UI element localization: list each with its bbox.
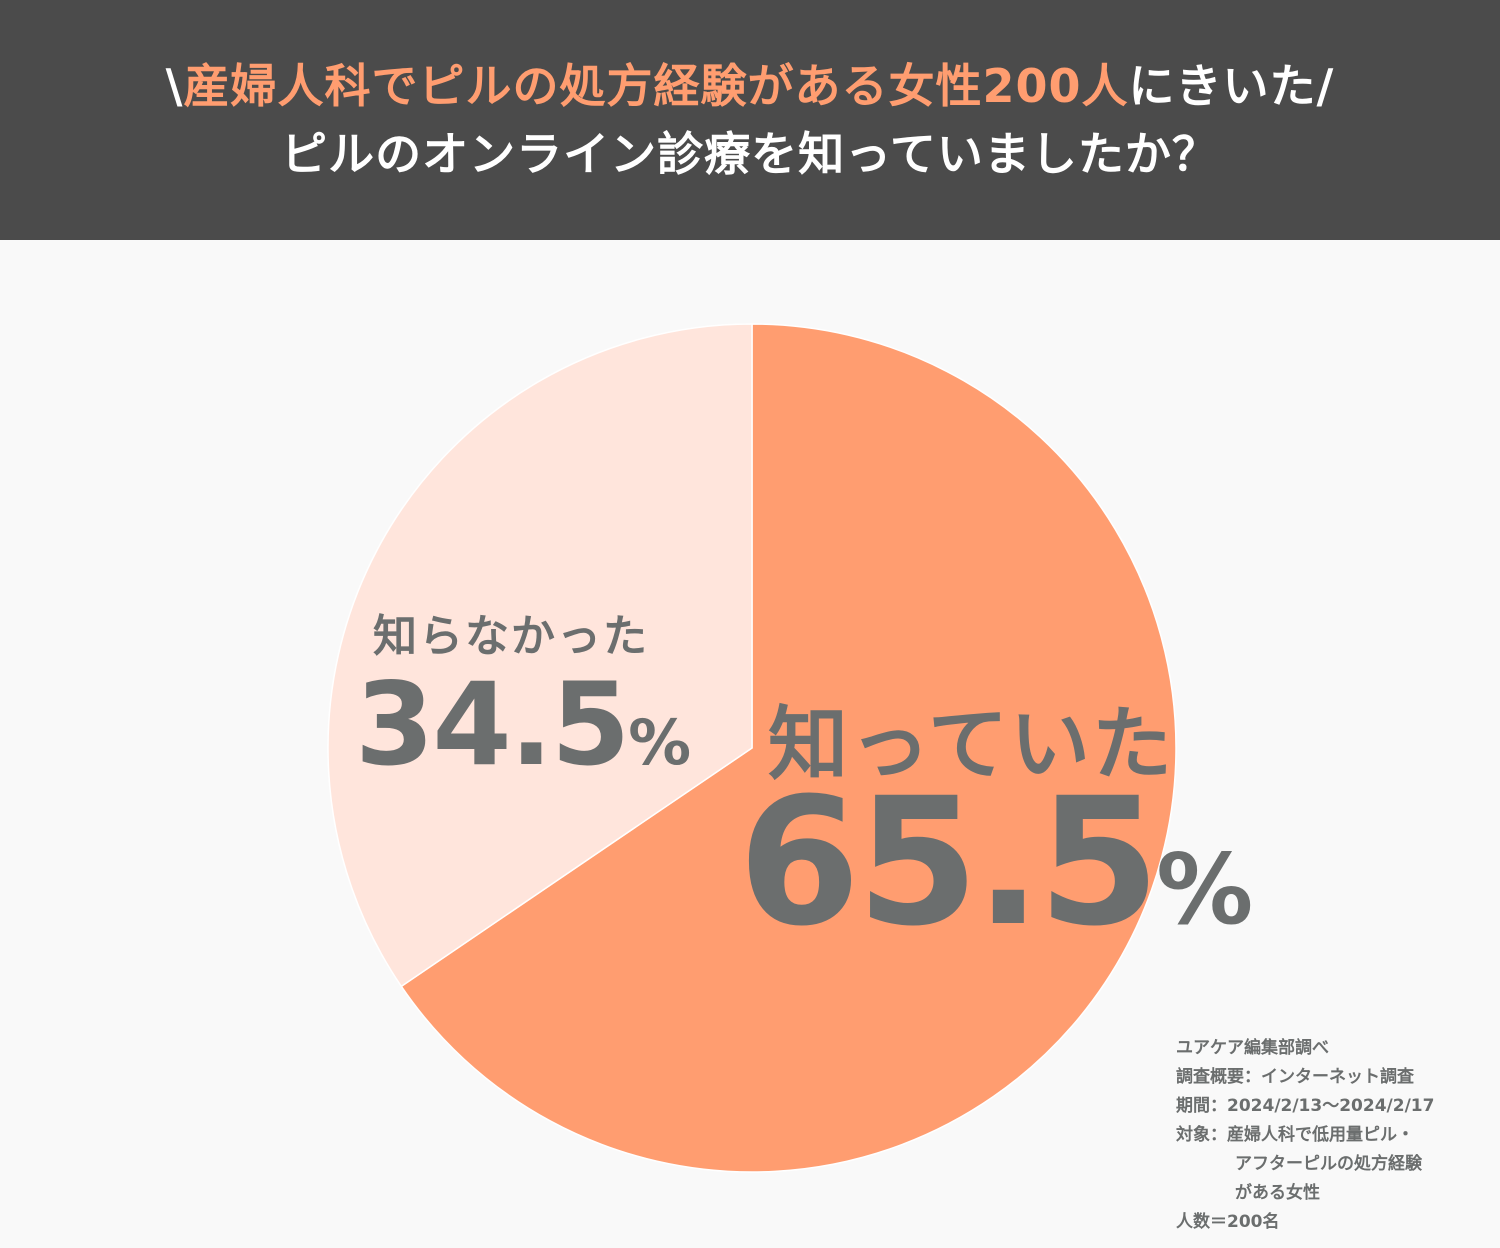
slice-value-yes-number: 65.5 — [738, 760, 1160, 965]
slice-value-yes: 65.5% — [738, 760, 1253, 965]
pie-slice-no — [327, 323, 753, 988]
slice-value-no: 34.5% — [355, 658, 691, 791]
survey-note: ユアケア編集部調べ 調査概要：インターネット調査 期間：2024/2/13〜20… — [1176, 1034, 1434, 1237]
slice-value-no-number: 34.5 — [355, 658, 630, 791]
note-line: 対象：産婦人科で低用量ピル・ — [1176, 1125, 1414, 1145]
pie-chart-area: 知らなかった 34.5% 知っていた 65.5% ユアケア編集部調べ 調査概要：… — [0, 240, 1500, 1248]
pie-slice-yes — [400, 323, 1177, 1173]
slice-label-no: 知らなかった — [373, 611, 649, 662]
title-line-1: \産婦人科でピルの処方経験がある女性200人にきいた/ — [166, 52, 1335, 120]
note-line: アフターピルの処方経験 — [1235, 1154, 1422, 1174]
slice-value-no-unit: % — [628, 706, 691, 779]
title-prefix: \ — [165, 59, 184, 113]
title-line-2: ピルのオンライン診療を知っていましたか？ — [281, 127, 1219, 181]
note-line: 人数＝200名 — [1176, 1212, 1280, 1232]
note-line: がある女性 — [1235, 1183, 1320, 1203]
slice-label-yes: 知っていた — [768, 698, 1174, 791]
note-line: 期間：2024/2/13〜2024/2/17 — [1176, 1096, 1435, 1116]
slice-value-yes-unit: % — [1156, 833, 1253, 946]
pie-chart — [327, 323, 1177, 1173]
title-accent: 産婦人科でピルの処方経験がある女性200人 — [183, 59, 1129, 113]
note-line: ユアケア編集部調べ — [1176, 1038, 1329, 1058]
title-suffix: にきいた/ — [1128, 59, 1335, 113]
header-banner: \産婦人科でピルの処方経験がある女性200人にきいた/ ピルのオンライン診療を知… — [0, 0, 1500, 240]
note-line: 調査概要：インターネット調査 — [1176, 1067, 1414, 1087]
